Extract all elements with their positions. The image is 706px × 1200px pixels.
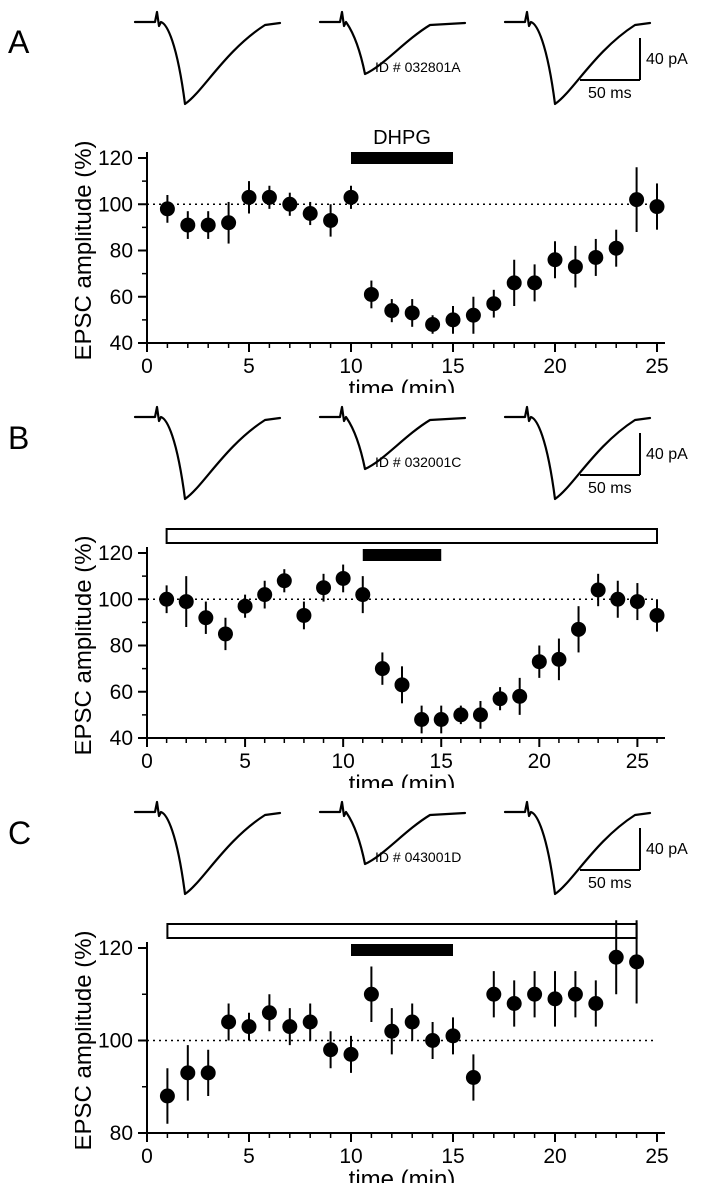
svg-text:LY367685: LY367685: [171, 918, 261, 921]
svg-text:EPSC amplitude (%): EPSC amplitude (%): [75, 140, 97, 360]
svg-text:25: 25: [645, 355, 668, 378]
svg-text:80: 80: [110, 1122, 133, 1145]
svg-text:time (min): time (min): [349, 376, 456, 393]
traces-row: ID # 043001D 40 pA 50 ms: [130, 790, 690, 910]
panel-label: A: [8, 24, 29, 61]
svg-text:60: 60: [110, 286, 133, 309]
timecourse-chart: MPEP 0 5 10 15 20 25 40 60 80 100 120 time (min) EPSC…: [75, 523, 675, 788]
svg-text:40 pA: 40 pA: [646, 841, 688, 858]
svg-text:0: 0: [141, 1145, 153, 1168]
panel-label: C: [8, 815, 31, 852]
svg-text:120: 120: [98, 542, 133, 565]
svg-text:40: 40: [110, 727, 133, 750]
svg-text:50 ms: 50 ms: [588, 875, 632, 892]
traces-row: ID # 032801A 40 pA 50 ms: [130, 0, 690, 120]
svg-text:100: 100: [98, 588, 133, 611]
timecourse-chart: LY367685 0 5 10 15 20 25 80 100 120 time (min) EPSC…: [75, 918, 675, 1183]
svg-text:25: 25: [645, 1145, 668, 1168]
svg-text:120: 120: [98, 937, 133, 960]
svg-text:50 ms: 50 ms: [588, 85, 632, 102]
svg-text:5: 5: [243, 1145, 255, 1168]
svg-text:EPSC amplitude (%): EPSC amplitude (%): [75, 535, 97, 755]
svg-text:80: 80: [110, 635, 133, 658]
svg-text:0: 0: [141, 355, 153, 378]
svg-text:time (min): time (min): [349, 771, 456, 788]
trace-id-text: ID # 032001C: [375, 454, 461, 470]
svg-text:time (min): time (min): [349, 1166, 456, 1183]
svg-text:60: 60: [110, 681, 133, 704]
figure-root: A ID # 032801A 40 pA 50 ms DHPG 0 5 10 15 20 25 40 6…: [0, 0, 706, 1200]
svg-text:15: 15: [441, 1145, 464, 1168]
svg-text:20: 20: [543, 355, 566, 378]
svg-text:50 ms: 50 ms: [588, 480, 632, 497]
svg-text:100: 100: [98, 1030, 133, 1053]
svg-text:20: 20: [543, 1145, 566, 1168]
svg-text:10: 10: [339, 1145, 362, 1168]
trace-id-text: ID # 032801A: [375, 59, 461, 75]
svg-text:MPEP: MPEP: [171, 523, 228, 526]
timecourse-chart: DHPG 0 5 10 15 20 25 40 60 80 100 120 time (min) EPSC…: [75, 128, 675, 393]
svg-text:DHPG: DHPG: [373, 128, 431, 149]
svg-text:80: 80: [110, 240, 133, 263]
panel-B: B ID # 032001C 40 pA 50 ms MPEP 0 5 10 15 20 25 40 6…: [0, 395, 706, 795]
svg-text:5: 5: [239, 750, 251, 773]
svg-text:40: 40: [110, 332, 133, 355]
svg-text:0: 0: [141, 750, 153, 773]
panel-C: C ID # 043001D 40 pA 50 ms LY367685 0 5 10 15 20 2…: [0, 790, 706, 1200]
svg-text:40 pA: 40 pA: [646, 51, 688, 68]
trace-id-text: ID # 043001D: [375, 849, 461, 865]
panel-A: A ID # 032801A 40 pA 50 ms DHPG 0 5 10 15 20 25 40 6…: [0, 0, 706, 400]
panel-label: B: [8, 420, 29, 457]
svg-text:10: 10: [331, 750, 354, 773]
svg-text:120: 120: [98, 147, 133, 170]
svg-text:15: 15: [430, 750, 453, 773]
svg-text:EPSC amplitude (%): EPSC amplitude (%): [75, 930, 97, 1150]
svg-text:20: 20: [528, 750, 551, 773]
svg-text:25: 25: [626, 750, 649, 773]
svg-text:5: 5: [243, 355, 255, 378]
svg-text:100: 100: [98, 193, 133, 216]
svg-text:40 pA: 40 pA: [646, 446, 688, 463]
svg-text:15: 15: [441, 355, 464, 378]
svg-text:10: 10: [339, 355, 362, 378]
traces-row: ID # 032001C 40 pA 50 ms: [130, 395, 690, 515]
